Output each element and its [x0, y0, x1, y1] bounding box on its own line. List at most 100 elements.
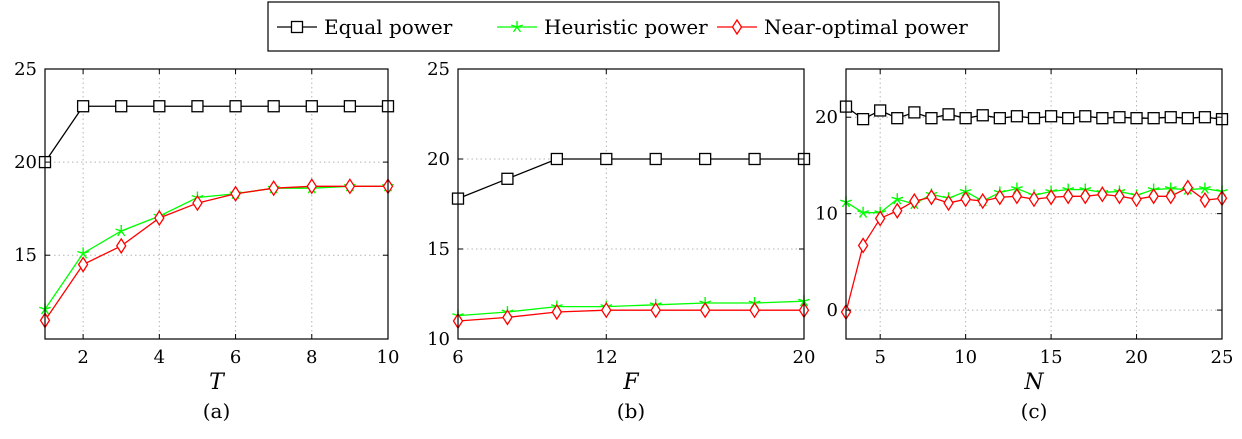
series-diamond — [840, 179, 1228, 321]
y-tick-label: 10 — [815, 204, 838, 225]
legend-marker — [511, 21, 523, 33]
y-tick-label: 15 — [14, 245, 37, 266]
data-point — [550, 152, 564, 166]
data-point — [926, 189, 937, 206]
data-point — [891, 112, 904, 125]
data-point — [891, 202, 903, 219]
data-point — [943, 194, 954, 212]
data-point — [994, 189, 1006, 206]
x-axis-label: T — [209, 370, 226, 395]
y-tick-label: 15 — [427, 239, 450, 260]
data-point — [343, 100, 357, 113]
data-point — [344, 178, 356, 195]
legend-entry: Equal power — [277, 15, 453, 39]
data-point — [748, 152, 761, 166]
data-point — [891, 193, 904, 205]
data-point — [1079, 188, 1091, 205]
data-point — [1028, 190, 1040, 208]
x-tick-label: 12 — [595, 347, 618, 368]
data-point — [1062, 112, 1075, 125]
series-line — [457, 309, 804, 322]
data-point — [1182, 179, 1194, 196]
x-tick-label: 25 — [1211, 347, 1234, 368]
legend-label: Near-optimal power — [764, 15, 968, 39]
x-tick-label: 5 — [874, 347, 885, 368]
data-point — [1079, 110, 1092, 123]
data-point — [856, 112, 870, 126]
data-point — [77, 256, 89, 273]
data-point — [229, 100, 242, 113]
y-tick-label: 25 — [14, 59, 37, 80]
data-point — [1131, 190, 1142, 208]
legend-box — [267, 1, 1000, 52]
series-line — [44, 185, 388, 310]
y-tick-label: 0 — [827, 300, 838, 321]
x-tick-label: 20 — [1125, 347, 1148, 368]
data-point — [600, 152, 613, 166]
data-point — [551, 303, 563, 321]
data-point — [1130, 112, 1143, 125]
data-point — [1011, 188, 1023, 205]
y-tick-label: 25 — [427, 59, 450, 80]
data-point — [154, 209, 165, 227]
data-point — [1181, 112, 1194, 125]
data-point — [1147, 112, 1160, 125]
panel-caption: (c) — [1021, 399, 1048, 423]
data-point — [1198, 182, 1211, 194]
data-point — [909, 192, 920, 210]
data-point — [925, 112, 938, 125]
data-point — [1010, 110, 1024, 123]
series-line — [457, 158, 804, 200]
data-point — [993, 112, 1006, 125]
legend-label: Heuristic power — [544, 15, 708, 39]
data-point — [153, 100, 166, 113]
series-line — [44, 185, 388, 321]
x-tick-label: 6 — [452, 347, 463, 368]
y-tick-label: 20 — [427, 149, 450, 170]
data-point — [1148, 188, 1159, 205]
y-tick-label: 10 — [427, 329, 450, 350]
data-point — [192, 194, 203, 212]
data-point — [1198, 111, 1212, 124]
legend-entry: Heuristic power — [497, 15, 708, 39]
legend-marker — [731, 18, 743, 36]
axes-frame — [845, 68, 1223, 340]
x-tick-label: 4 — [154, 347, 165, 368]
data-point — [601, 301, 612, 319]
series-square — [451, 152, 811, 205]
data-point — [1045, 189, 1057, 206]
data-point — [1097, 186, 1108, 203]
data-point — [267, 100, 280, 113]
series-line — [457, 300, 805, 317]
panel-caption: (b) — [617, 399, 645, 423]
data-point — [749, 301, 760, 319]
y-tick-label: 20 — [14, 152, 37, 173]
panel-caption: (a) — [203, 399, 231, 423]
data-point — [191, 100, 204, 113]
data-point — [1199, 191, 1211, 209]
series-star — [39, 180, 394, 315]
legend-marker — [290, 20, 304, 34]
x-tick-label: 2 — [77, 347, 88, 368]
data-point — [942, 108, 955, 121]
legend-entry: Near-optimal power — [717, 15, 968, 39]
data-point — [857, 237, 869, 254]
y-tick-label: 20 — [815, 107, 838, 128]
data-point — [1164, 111, 1177, 124]
series-square — [38, 100, 395, 169]
series-diamond — [452, 301, 810, 330]
data-point — [305, 100, 318, 113]
data-point — [1165, 188, 1177, 205]
x-tick-label: 20 — [793, 347, 816, 368]
x-axis-label: N — [1023, 370, 1044, 395]
panel-0: 2 4 6 8 10 15 20 25 T (a) — [14, 59, 399, 423]
legend: Equal power Heuristic power Near-optimal p… — [267, 1, 1000, 52]
data-point — [698, 152, 712, 166]
data-point — [1114, 188, 1125, 205]
x-tick-label: 10 — [954, 347, 977, 368]
data-point — [306, 178, 318, 195]
legend-label: Equal power — [324, 15, 453, 39]
data-point — [960, 190, 971, 208]
data-point — [650, 301, 661, 319]
data-point — [115, 100, 128, 113]
